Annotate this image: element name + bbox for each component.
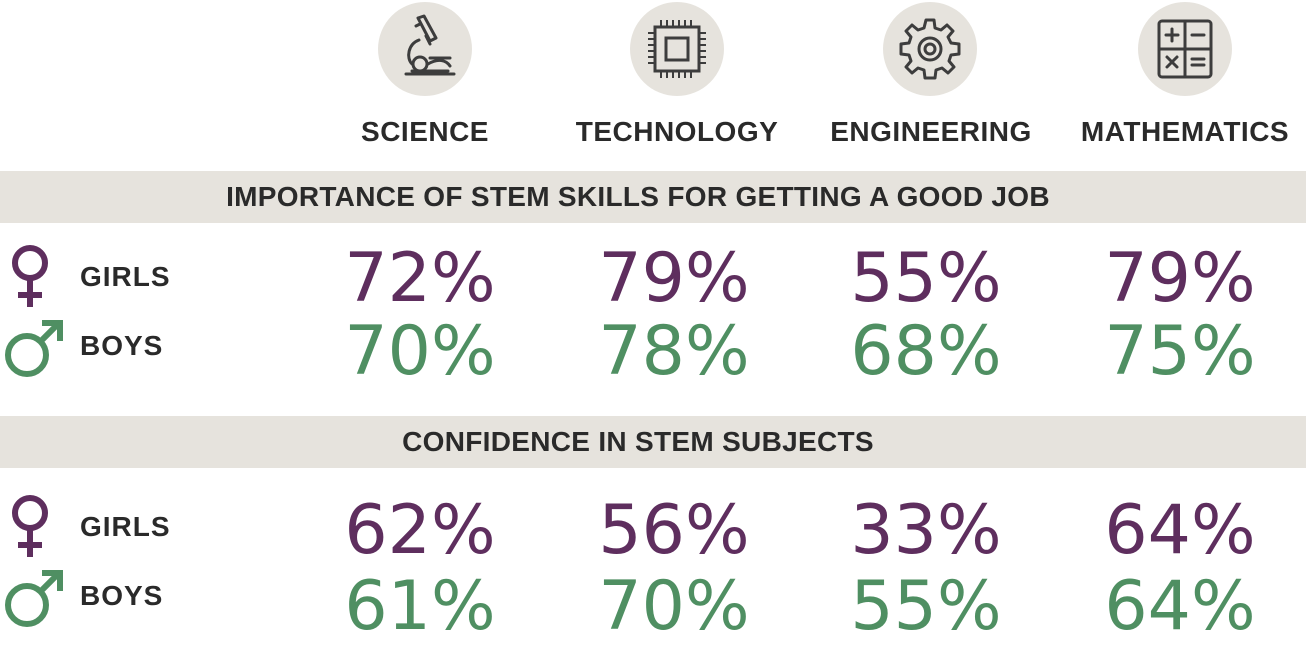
male-symbol-icon — [5, 320, 63, 377]
boys-label: BOYS — [80, 580, 164, 611]
boys-confidence-mathematics-value: 64% — [1104, 567, 1256, 646]
girls-confidence-engineering-value: 33% — [850, 491, 1002, 570]
calculator-icon-circle — [1138, 2, 1232, 96]
girls-job-engineering-value: 55% — [850, 239, 1002, 318]
boys-job-technology-value: 78% — [598, 312, 750, 391]
section-band-confidence: CONFIDENCE IN STEM SUBJECTS — [0, 416, 1306, 468]
boys-confidence-engineering-value: 55% — [850, 567, 1002, 646]
girls-job-mathematics-value: 79% — [1104, 239, 1256, 318]
section-band-job: IMPORTANCE OF STEM SKILLS FOR GETTING A … — [0, 171, 1306, 223]
girls-confidence-mathematics-value: 64% — [1104, 491, 1256, 570]
subject-label-mathematics: MATHEMATICS — [1080, 116, 1290, 147]
gear-icon-circle — [883, 2, 977, 96]
subject-label-technology: TECHNOLOGY — [575, 116, 779, 147]
female-symbol-icon — [12, 495, 48, 557]
boys-job-engineering-value: 68% — [850, 312, 1002, 391]
girls-confidence-technology-value: 56% — [598, 491, 750, 570]
male-symbol-icon — [5, 570, 63, 627]
subject-label-science: SCIENCE — [361, 116, 489, 147]
section-title-job: IMPORTANCE OF STEM SKILLS FOR GETTING A … — [226, 181, 1050, 212]
girls-label: GIRLS — [80, 511, 171, 542]
female-symbol-icon — [12, 245, 48, 307]
girls-job-science-value: 72% — [344, 239, 496, 318]
calculator-icon — [1157, 19, 1213, 79]
girls-label: GIRLS — [80, 261, 171, 292]
subject-label-engineering: ENGINEERING — [830, 116, 1032, 147]
chip-icon — [648, 20, 706, 78]
chip-icon-circle — [630, 2, 724, 96]
boys-confidence-science-value: 61% — [344, 567, 496, 646]
boys-job-mathematics-value: 75% — [1104, 312, 1256, 391]
girls-job-technology-value: 79% — [598, 239, 750, 318]
girls-confidence-science-value: 62% — [344, 491, 496, 570]
section-title-confidence: CONFIDENCE IN STEM SUBJECTS — [402, 426, 874, 457]
microscope-icon — [404, 14, 456, 76]
boys-job-science-value: 70% — [344, 312, 496, 391]
boys-label: BOYS — [80, 330, 164, 361]
gear-icon — [899, 18, 961, 80]
boys-confidence-technology-value: 70% — [598, 567, 750, 646]
microscope-icon-circle — [378, 2, 472, 96]
